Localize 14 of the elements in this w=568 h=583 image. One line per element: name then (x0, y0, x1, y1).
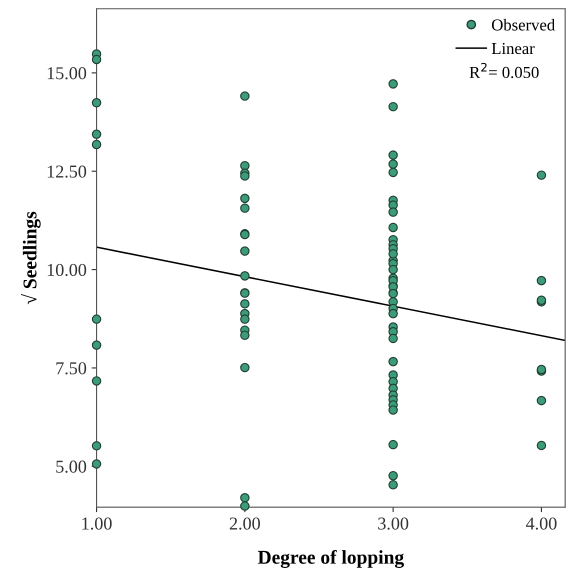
legend-label: Observed (492, 18, 555, 31)
x-tick-label: 1.00 (82, 517, 112, 530)
y-tick-label: 5.00 (56, 460, 86, 473)
x-tick-label: 3.00 (378, 517, 408, 530)
y-tick-label: 7.50 (56, 362, 86, 374)
x-tick-label: 4.00 (526, 517, 557, 530)
y-tick-label: 10.00 (48, 264, 86, 276)
y-axis-title: √ Seedlings (20, 212, 41, 304)
y-tick-label: 15.00 (48, 67, 86, 80)
annotation: R$^{2}$= 0.050 (470, 62, 539, 78)
x-axis-title: Degree of lopping (258, 550, 404, 568)
legend-label: Linear (492, 42, 535, 54)
y-tick-label: 12.50 (48, 165, 86, 178)
x-tick-label: 2.00 (230, 517, 260, 530)
